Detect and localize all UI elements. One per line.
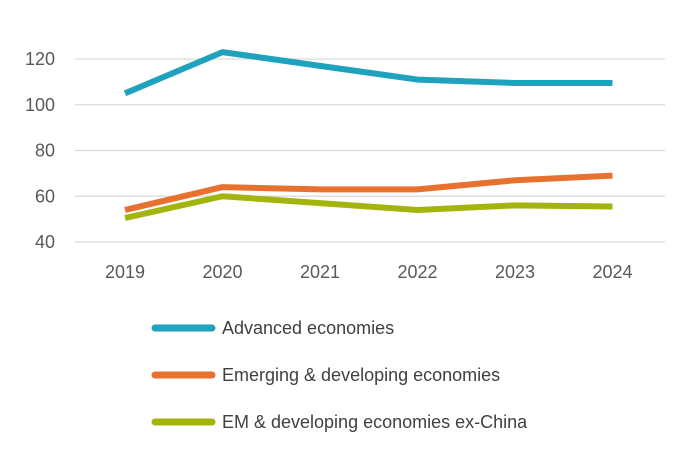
y-tick-label: 60 bbox=[35, 186, 55, 206]
series-lines bbox=[123, 49, 613, 221]
y-tick-label: 100 bbox=[25, 95, 55, 115]
legend-label-3: EM & developing economies ex-China bbox=[222, 412, 528, 432]
x-tick-label: 2020 bbox=[202, 262, 242, 282]
legend-label-1: Advanced economies bbox=[222, 318, 394, 338]
legend: Advanced economies Emerging & developing … bbox=[151, 318, 528, 432]
x-tick-label: 2019 bbox=[105, 262, 145, 282]
x-tick-label: 2023 bbox=[495, 262, 535, 282]
y-axis: 40 60 80 100 120 bbox=[25, 49, 55, 252]
x-tick-label: 2022 bbox=[397, 262, 437, 282]
series-line-2 bbox=[124, 172, 613, 213]
x-tick-label: 2021 bbox=[300, 262, 340, 282]
gridlines bbox=[75, 58, 665, 243]
y-tick-label: 120 bbox=[25, 49, 55, 69]
series-line-1 bbox=[123, 49, 613, 97]
y-tick-label: 40 bbox=[35, 232, 55, 252]
y-tick-label: 80 bbox=[35, 141, 55, 161]
legend-label-2: Emerging & developing economies bbox=[222, 365, 500, 385]
series-line-3 bbox=[124, 193, 613, 221]
x-tick-label: 2024 bbox=[592, 262, 632, 282]
x-axis: 2019 2020 2021 2022 2023 2024 bbox=[105, 262, 633, 282]
